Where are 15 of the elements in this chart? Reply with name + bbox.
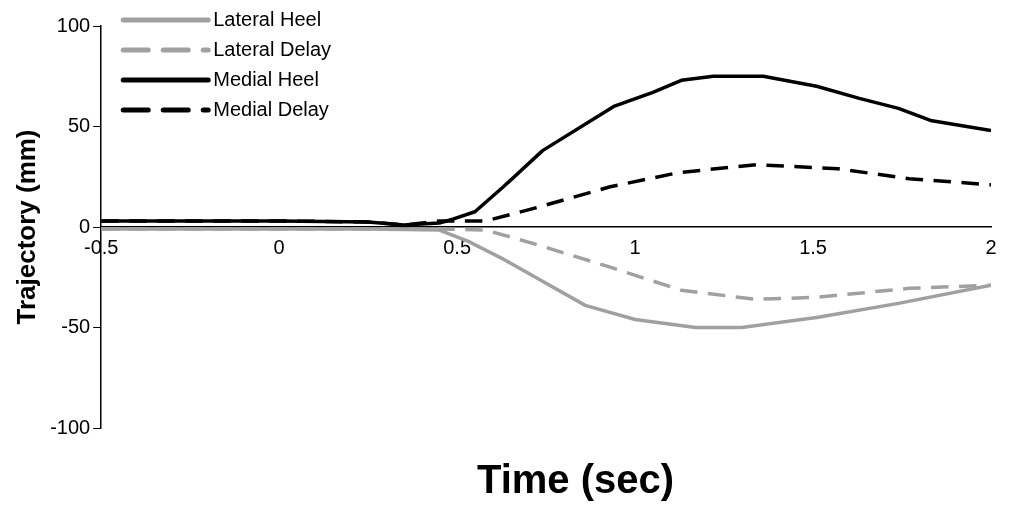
y-tick-label: -100: [50, 415, 91, 438]
legend-label: Lateral Heel: [213, 7, 322, 30]
y-tick-label: 0: [79, 214, 91, 237]
legend-label: Medial Heel: [213, 67, 319, 90]
legend-label: Lateral Delay: [213, 37, 332, 60]
x-tick-label: 1.5: [799, 235, 827, 258]
y-tick-label: -50: [61, 315, 91, 338]
y-tick-label: 100: [56, 13, 91, 36]
y-tick-label: 50: [67, 114, 91, 137]
x-tick-label: 2: [985, 235, 997, 258]
y-axis-title: Trajectory (mm): [10, 129, 41, 325]
x-tick-label: 1: [629, 235, 641, 258]
x-axis-title: Time (sec): [475, 457, 676, 502]
x-tick-label: 0: [273, 235, 285, 258]
legend-label: Medial Delay: [213, 97, 329, 120]
